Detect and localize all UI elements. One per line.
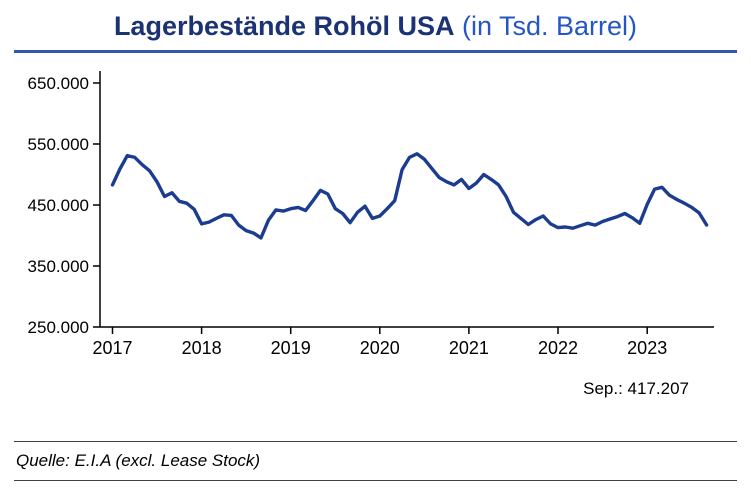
title-underline: [14, 50, 737, 53]
divider-bottom: [14, 480, 737, 481]
chart-header: Lagerbestände Rohöl USA (in Tsd. Barrel): [14, 10, 737, 53]
svg-text:2020: 2020: [360, 338, 400, 358]
svg-text:450.000: 450.000: [28, 196, 89, 215]
latest-value-annotation: Sep.: 417.207: [583, 379, 689, 398]
divider-top: [14, 441, 737, 442]
svg-text:2018: 2018: [182, 338, 222, 358]
svg-text:2021: 2021: [449, 338, 489, 358]
line-chart: 250.000 350.000 450.000 550.000 650.000 2017 2…: [14, 59, 737, 359]
svg-text:2017: 2017: [92, 338, 132, 358]
chart-title-unit: (in Tsd. Barrel): [454, 11, 638, 41]
chart-canvas: 250.000 350.000 450.000 550.000 650.000 2017 2…: [28, 71, 714, 358]
svg-text:650.000: 650.000: [28, 74, 89, 93]
svg-text:350.000: 350.000: [28, 257, 89, 276]
svg-text:2022: 2022: [538, 338, 578, 358]
svg-text:2023: 2023: [627, 338, 667, 358]
chart-title: Lagerbestände Rohöl USA (in Tsd. Barrel): [14, 10, 737, 42]
source-text: Quelle: E.I.A (excl. Lease Stock): [16, 451, 261, 470]
svg-text:2019: 2019: [271, 338, 311, 358]
chart-title-main: Lagerbestände Rohöl USA: [113, 11, 455, 41]
svg-text:250.000: 250.000: [28, 318, 89, 337]
svg-text:550.000: 550.000: [28, 135, 89, 154]
